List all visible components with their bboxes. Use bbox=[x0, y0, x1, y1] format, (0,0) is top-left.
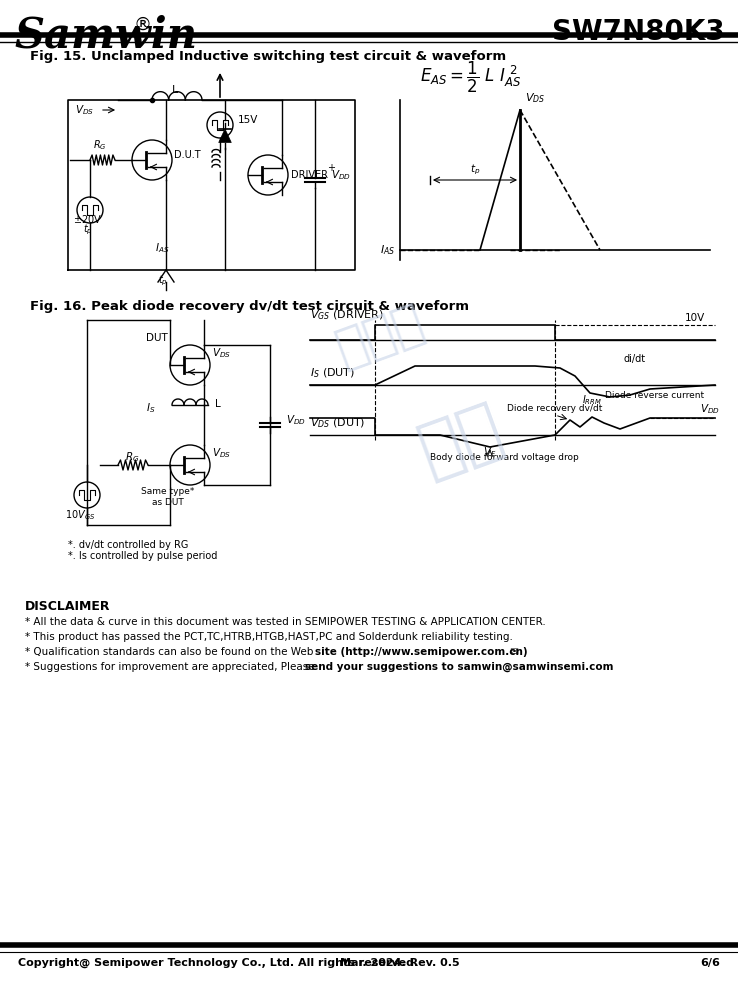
Text: as DUT: as DUT bbox=[152, 498, 184, 507]
Text: $t_p$: $t_p$ bbox=[470, 163, 480, 177]
Text: * Suggestions for improvement are appreciated, Please: * Suggestions for improvement are apprec… bbox=[25, 662, 318, 672]
Text: +: + bbox=[327, 163, 335, 173]
Text: Fig. 15. Unclamped Inductive switching test circuit & waveform: Fig. 15. Unclamped Inductive switching t… bbox=[30, 50, 506, 63]
Text: 15V: 15V bbox=[238, 115, 258, 125]
Text: ®: ® bbox=[133, 16, 151, 34]
Text: * Qualification standards can also be found on the Web: * Qualification standards can also be fo… bbox=[25, 647, 317, 657]
Text: $V_{DS}$: $V_{DS}$ bbox=[212, 446, 231, 460]
Text: Mar. 2024. Rev. 0.5: Mar. 2024. Rev. 0.5 bbox=[340, 958, 460, 968]
Text: $V_F$: $V_F$ bbox=[483, 445, 497, 459]
Text: 6/6: 6/6 bbox=[700, 958, 720, 968]
Text: DUT: DUT bbox=[146, 333, 168, 343]
Text: $R_G$: $R_G$ bbox=[93, 138, 107, 152]
Text: $I_{AS}$: $I_{AS}$ bbox=[380, 243, 395, 257]
Text: $V_{GS}$ (DRIVER): $V_{GS}$ (DRIVER) bbox=[310, 308, 384, 322]
Text: DRIVER: DRIVER bbox=[291, 170, 328, 180]
Text: *. Is controlled by pulse period: *. Is controlled by pulse period bbox=[68, 551, 218, 561]
Text: Diode reverse current: Diode reverse current bbox=[605, 391, 704, 400]
Text: ✉: ✉ bbox=[507, 647, 519, 657]
Text: $E_{AS} = \dfrac{1}{2}\ L\ I_{AS}^{\ 2}$: $E_{AS} = \dfrac{1}{2}\ L\ I_{AS}^{\ 2}$ bbox=[420, 60, 521, 95]
Text: Samwin: Samwin bbox=[14, 15, 197, 57]
Text: $10V_{GS}$: $10V_{GS}$ bbox=[65, 508, 95, 522]
Text: Diode recovery dv/dt: Diode recovery dv/dt bbox=[507, 404, 603, 413]
Text: site (http://www.semipower.com.cn): site (http://www.semipower.com.cn) bbox=[315, 647, 528, 657]
Text: Body diode forward voltage drop: Body diode forward voltage drop bbox=[430, 453, 579, 462]
Text: $V_{DS}$: $V_{DS}$ bbox=[525, 91, 545, 105]
Text: *. dv/dt controlled by RG: *. dv/dt controlled by RG bbox=[68, 540, 188, 550]
Text: $I_S$: $I_S$ bbox=[145, 401, 155, 415]
Text: Same type*: Same type* bbox=[141, 487, 195, 496]
Text: $V_{DD}$: $V_{DD}$ bbox=[331, 168, 351, 182]
Text: $I_{AS}$: $I_{AS}$ bbox=[155, 241, 169, 255]
Text: $V_{DD}$: $V_{DD}$ bbox=[286, 413, 306, 427]
Text: 蒙工: 蒙工 bbox=[410, 394, 512, 486]
Text: 10V: 10V bbox=[685, 313, 705, 323]
Text: $\pm$20V: $\pm$20V bbox=[73, 213, 103, 225]
Text: Fig. 16. Peak diode recovery dv/dt test circuit & waveform: Fig. 16. Peak diode recovery dv/dt test … bbox=[30, 300, 469, 313]
Text: SW7N80K3: SW7N80K3 bbox=[552, 18, 725, 46]
Text: $I_S$ (DUT): $I_S$ (DUT) bbox=[310, 366, 355, 380]
Text: L: L bbox=[215, 399, 221, 409]
Text: $V_{DS}$: $V_{DS}$ bbox=[75, 103, 94, 117]
Text: * All the data & curve in this document was tested in SEMIPOWER TESTING & APPLIC: * All the data & curve in this document … bbox=[25, 617, 545, 627]
Text: $I_{RRM}$: $I_{RRM}$ bbox=[582, 393, 602, 407]
Text: $V_{DD}$: $V_{DD}$ bbox=[700, 402, 720, 416]
Polygon shape bbox=[218, 129, 231, 142]
Text: $t_p$: $t_p$ bbox=[158, 274, 168, 288]
Text: Copyright@ Semipower Technology Co., Ltd. All rights reserved.: Copyright@ Semipower Technology Co., Ltd… bbox=[18, 958, 418, 968]
Text: send your suggestions to samwin@samwinsemi.com: send your suggestions to samwin@samwinse… bbox=[305, 662, 613, 672]
Text: 内蒙古: 内蒙古 bbox=[330, 297, 430, 373]
Text: L: L bbox=[172, 85, 178, 95]
Text: D.U.T: D.U.T bbox=[174, 150, 201, 160]
Text: $t_p$: $t_p$ bbox=[83, 223, 93, 237]
Text: di/dt: di/dt bbox=[623, 354, 645, 364]
Text: $V_{DS}$: $V_{DS}$ bbox=[212, 346, 231, 360]
Text: $R_G$: $R_G$ bbox=[125, 450, 139, 464]
Text: $V_{DS}$ (DUT): $V_{DS}$ (DUT) bbox=[310, 416, 365, 430]
Text: DISCLAIMER: DISCLAIMER bbox=[25, 600, 111, 613]
Text: * This product has passed the PCT,TC,HTRB,HTGB,HAST,PC and Solderdunk reliabilit: * This product has passed the PCT,TC,HTR… bbox=[25, 632, 513, 642]
